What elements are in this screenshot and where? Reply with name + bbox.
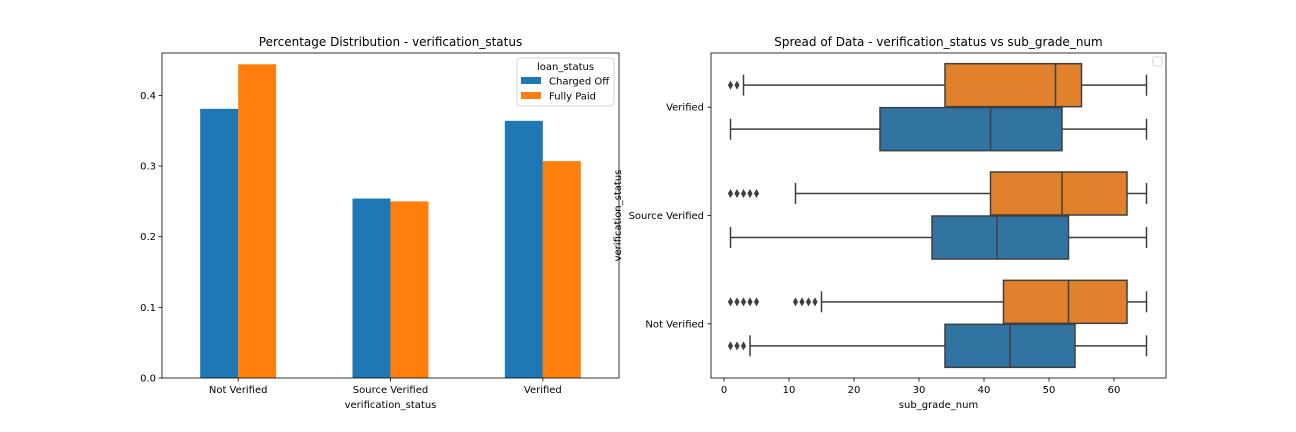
bar-chart-bars <box>200 64 581 379</box>
x-tick-label: Not Verified <box>209 385 268 396</box>
y-tick-label: 0.2 <box>140 232 156 243</box>
outlier-point <box>747 297 753 307</box>
legend-label-fully-paid: Fully Paid <box>549 92 596 103</box>
bar-chart-legend: loan_status Charged Off Fully Paid <box>516 57 615 107</box>
box-chart-y-ticks: Verified Source Verified Not Verified <box>629 103 711 330</box>
x-tick-label: 50 <box>1043 385 1056 396</box>
outlier-point <box>799 297 805 307</box>
y-tick-label: 0.1 <box>140 303 156 314</box>
box-charged-off-verified <box>729 106 1148 152</box>
bar-charged-off-verified <box>504 120 543 379</box>
bar-chart-x-label: verification_status <box>345 400 437 411</box>
outlier-point <box>734 341 740 351</box>
y-tick-label: Verified <box>666 103 704 114</box>
bar-chart-panel: Percentage Distribution - verification_s… <box>140 35 620 411</box>
box-fully-paid-source-verified <box>727 171 1148 216</box>
outlier-point <box>740 297 747 307</box>
legend-title: loan_status <box>537 62 594 73</box>
legend-box <box>516 57 615 107</box>
outlier-point <box>727 297 734 307</box>
box-charged-off-not-verified <box>727 323 1148 369</box>
outlier-point <box>753 189 760 198</box>
box-chart-x-ticks: 0 10 20 30 40 50 60 <box>721 378 1121 396</box>
bar-fully-paid-not-verified <box>238 64 277 378</box>
outlier-point <box>727 80 734 90</box>
box-chart-empty-legend <box>1152 56 1163 67</box>
legend-swatch-fully-paid <box>521 92 541 99</box>
outlier-point <box>747 189 753 198</box>
outlier-point <box>734 80 740 90</box>
box-chart-boxes <box>727 62 1148 369</box>
box-chart-frame <box>710 52 1167 379</box>
outlier-point <box>734 189 740 198</box>
x-tick-label: 20 <box>848 385 861 396</box>
bar-chart-frame <box>161 52 620 379</box>
iqr-box <box>879 106 1063 152</box>
box-chart-panel: Spread of Data - verification_status vs … <box>613 35 1167 411</box>
y-tick-label: Not Verified <box>645 319 704 330</box>
y-tick-label: 0.3 <box>140 162 156 173</box>
box-charged-off-source-verified <box>729 215 1148 260</box>
iqr-box <box>931 215 1070 260</box>
x-tick-label: 40 <box>978 385 991 396</box>
y-tick-label: 0.0 <box>140 374 156 385</box>
box-chart-title: Spread of Data - verification_status vs … <box>774 35 1102 49</box>
bar-fully-paid-verified <box>542 161 581 378</box>
legend-swatch-charged-off <box>521 77 541 84</box>
y-tick-label: 0.4 <box>140 91 156 102</box>
bar-chart-x-ticks: Not Verified Source Verified Verified <box>209 378 562 396</box>
iqr-box <box>944 62 1083 108</box>
bar-fully-paid-source-verified <box>390 201 429 378</box>
x-tick-label: 0 <box>721 385 727 396</box>
outlier-point <box>740 189 747 198</box>
x-tick-label: 10 <box>783 385 796 396</box>
outlier-point <box>792 297 799 307</box>
iqr-box <box>1002 279 1128 325</box>
bar-chart-y-ticks: 0.0 0.1 0.2 0.3 0.4 <box>140 91 162 385</box>
outlier-point <box>727 189 734 198</box>
box-chart-y-label: verification_status <box>613 170 624 262</box>
legend-label-charged-off: Charged Off <box>549 77 610 88</box>
bar-charged-off-not-verified <box>200 108 239 378</box>
outlier-point <box>734 297 740 307</box>
x-tick-label: Verified <box>524 385 562 396</box>
y-tick-label: Source Verified <box>629 211 704 222</box>
box-fully-paid-verified <box>727 62 1148 108</box>
box-chart-x-label: sub_grade_num <box>899 400 978 411</box>
x-tick-label: 60 <box>1108 385 1121 396</box>
outlier-point <box>812 297 818 307</box>
x-tick-label: 30 <box>913 385 926 396</box>
iqr-box <box>989 171 1128 216</box>
outlier-point <box>753 297 760 307</box>
x-tick-label: Source Verified <box>353 385 428 396</box>
bar-charged-off-source-verified <box>352 198 391 378</box>
outlier-point <box>805 297 812 307</box>
box-fully-paid-not-verified <box>727 279 1148 325</box>
outlier-point <box>740 341 747 351</box>
bar-chart-title: Percentage Distribution - verification_s… <box>259 35 522 49</box>
outlier-point <box>727 341 734 351</box>
